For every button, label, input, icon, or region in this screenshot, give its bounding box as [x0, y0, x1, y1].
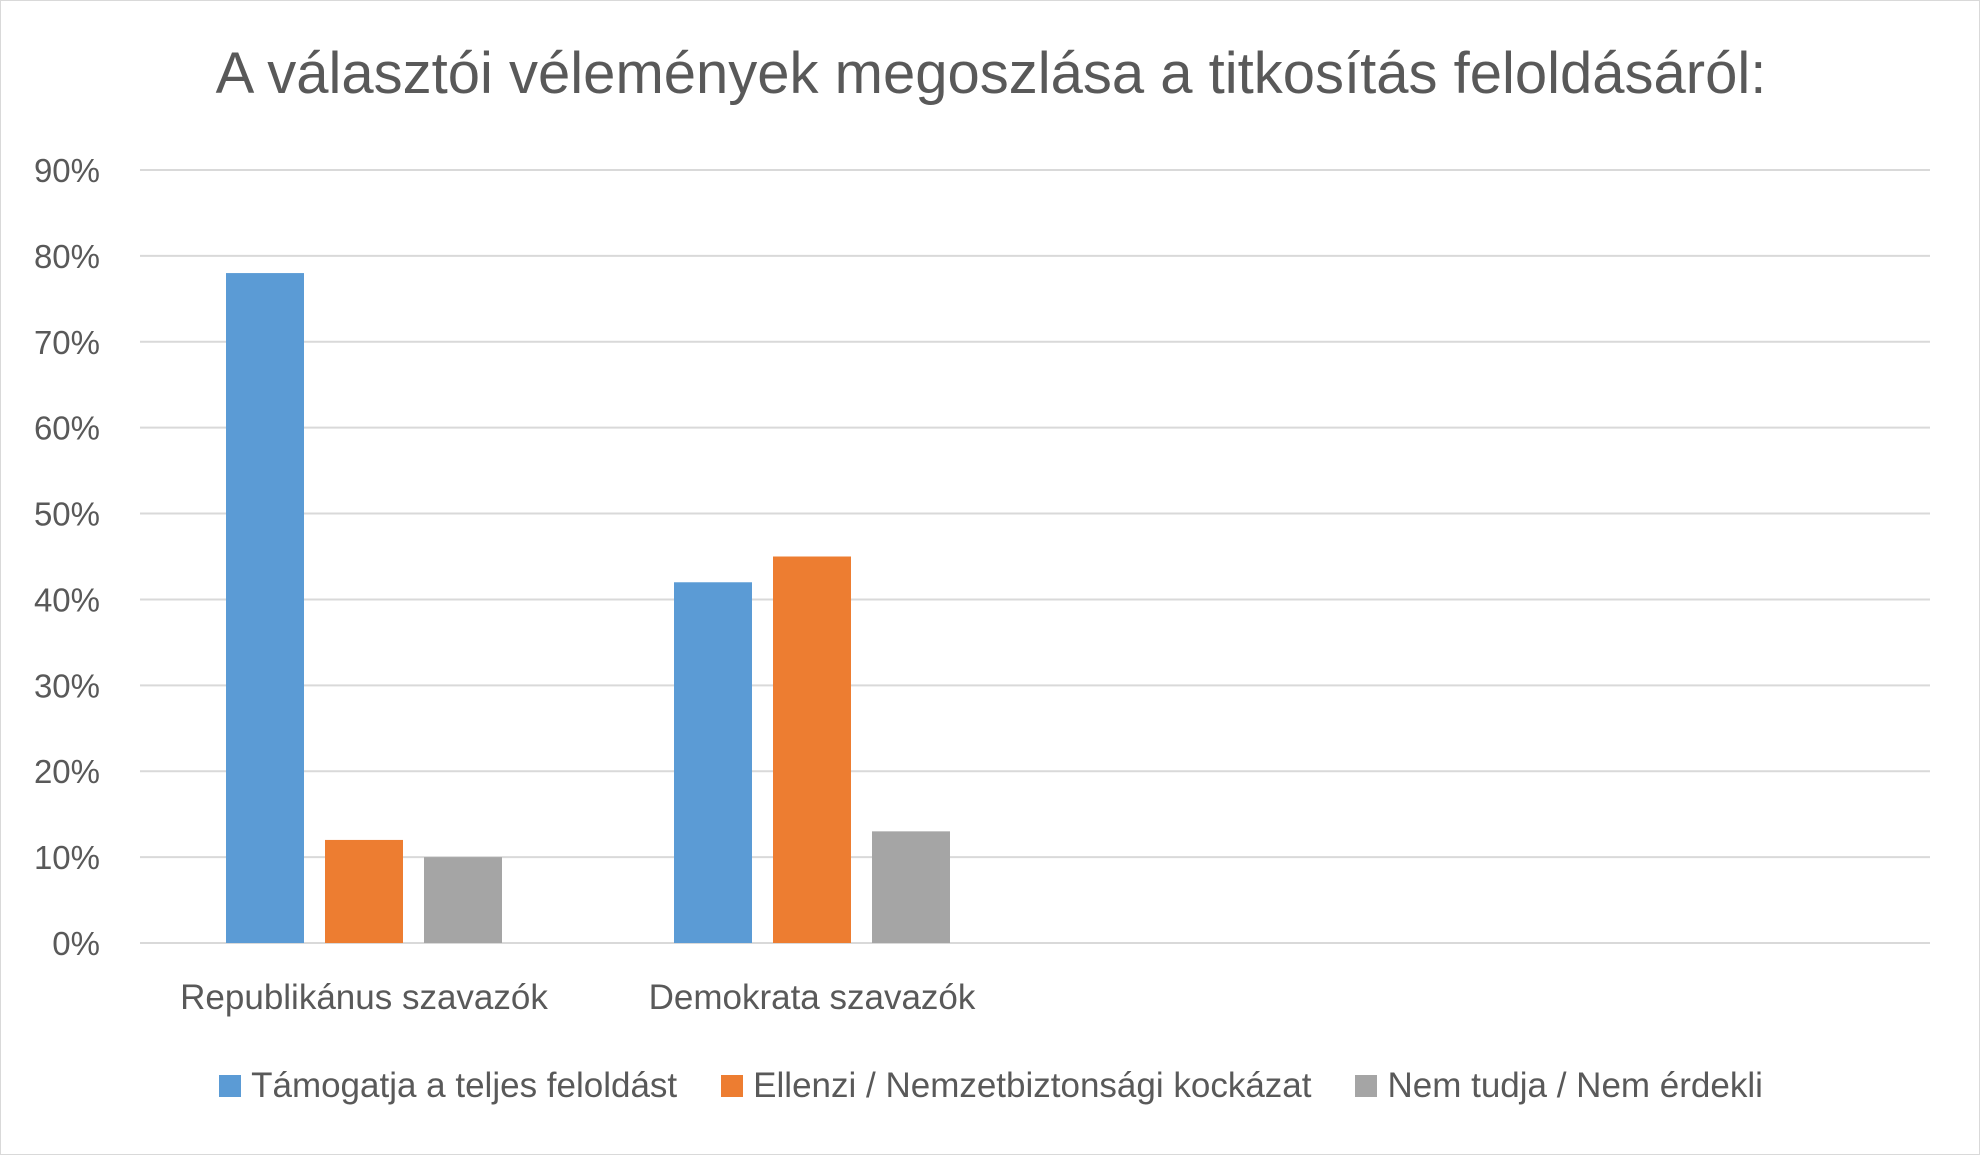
y-tick-label: 60%	[34, 410, 100, 447]
y-tick-label: 50%	[34, 496, 100, 533]
legend-item: Ellenzi / Nemzetbiztonsági kockázat	[721, 1066, 1311, 1106]
bar	[424, 857, 502, 943]
x-category-label: Demokrata szavazók	[649, 978, 976, 1017]
bar	[325, 839, 403, 943]
bar	[773, 556, 851, 943]
y-tick-label: 10%	[34, 839, 100, 876]
x-axis-categories: Republikánus szavazók Demokrata szavazók	[180, 978, 976, 1017]
y-tick-label: 30%	[34, 667, 100, 704]
legend-label: Ellenzi / Nemzetbiztonsági kockázat	[753, 1066, 1312, 1105]
bar	[872, 831, 950, 943]
legend: Támogatja a teljes feloldást Ellenzi / Ne…	[0, 1066, 1982, 1106]
legend-item: Nem tudja / Nem érdekli	[1355, 1066, 1763, 1106]
bar	[674, 582, 752, 943]
y-tick-label: 80%	[34, 238, 100, 275]
legend-swatch	[219, 1075, 242, 1097]
bar	[226, 273, 304, 944]
y-tick-label: 40%	[34, 581, 100, 618]
legend-swatch	[1355, 1075, 1378, 1097]
y-tick-label: 90%	[34, 152, 100, 189]
bars	[226, 273, 950, 944]
legend-label: Támogatja a teljes feloldást	[251, 1066, 678, 1105]
y-axis-ticks: 0% 10% 20% 30% 40% 50% 60% 70% 80% 90%	[34, 152, 100, 962]
y-tick-label: 20%	[34, 753, 100, 790]
y-tick-label: 70%	[34, 324, 100, 361]
gridlines	[140, 169, 1930, 944]
legend-label: Nem tudja / Nem érdekli	[1387, 1066, 1763, 1105]
chart-title: A választói vélemények megoszlása a titk…	[215, 41, 1767, 106]
y-tick-label: 0%	[52, 925, 100, 962]
legend-item: Támogatja a teljes feloldást	[219, 1066, 677, 1106]
x-category-label: Republikánus szavazók	[180, 978, 548, 1017]
legend-swatch	[721, 1075, 744, 1097]
